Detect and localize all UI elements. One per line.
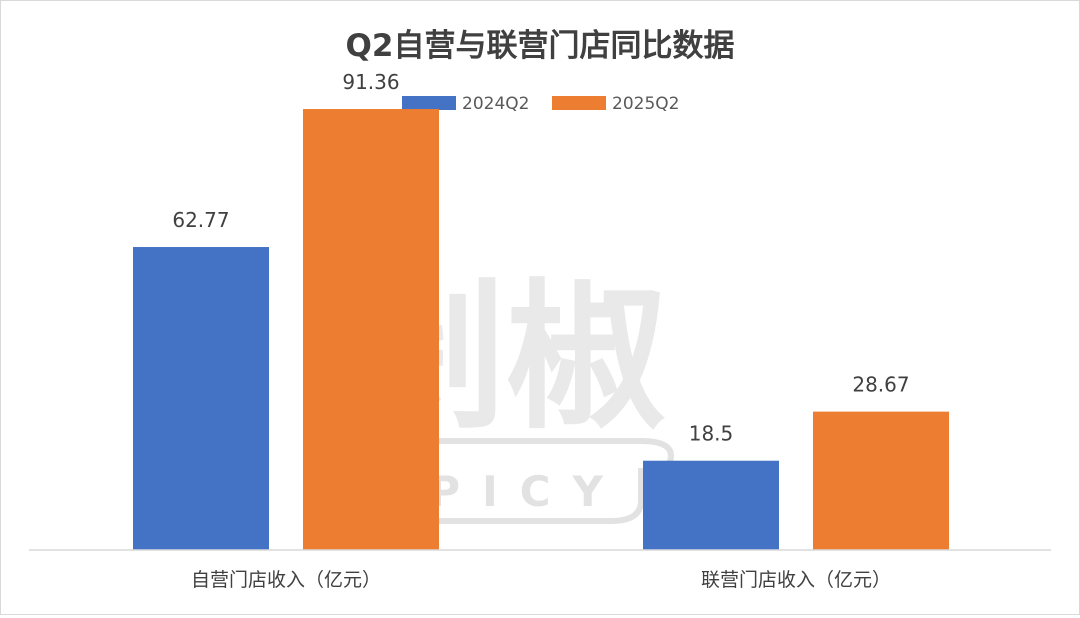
category-label-0: 自营门店收入（亿元） [191, 569, 381, 591]
bar-2024Q2-1 [643, 460, 779, 550]
data-labels: 62.77 91.36 18.5 28.67 [172, 70, 909, 446]
data-label-2024Q2-0: 62.77 [172, 208, 229, 232]
legend-swatch-2024Q2 [402, 96, 456, 110]
data-label-2025Q2-1: 28.67 [852, 373, 909, 397]
bar-2025Q2-1 [813, 411, 949, 550]
category-label-1: 联营门店收入（亿元） [701, 569, 891, 591]
category-labels: 自营门店收入（亿元） 联营门店收入（亿元） [191, 569, 891, 591]
bars [133, 109, 949, 550]
data-label-2025Q2-0: 91.36 [342, 70, 399, 94]
bar-2025Q2-0 [303, 109, 439, 550]
legend-swatch-2025Q2 [552, 96, 606, 110]
legend-label-2024Q2: 2024Q2 [462, 94, 529, 114]
bar-2024Q2-0 [133, 247, 269, 550]
chart-title: Q2自营与联营门店同比数据 [346, 28, 735, 64]
legend: 2024Q2 2025Q2 [402, 94, 679, 114]
legend-label-2025Q2: 2025Q2 [612, 94, 679, 114]
data-label-2024Q2-1: 18.5 [689, 422, 734, 446]
